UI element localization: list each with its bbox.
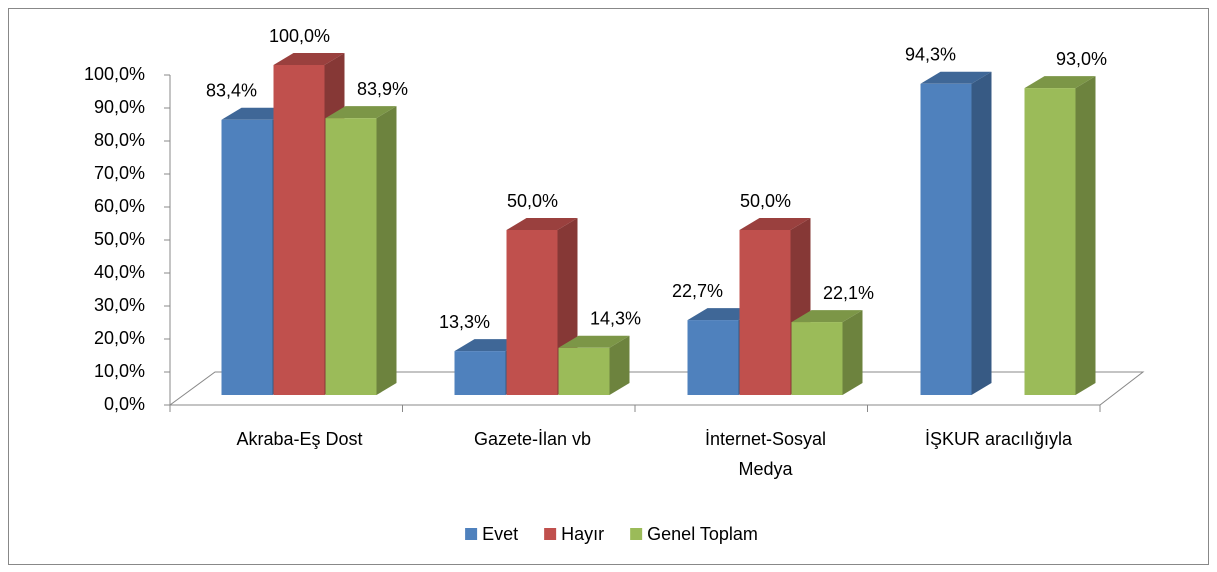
legend-label: Genel Toplam	[647, 524, 758, 544]
bar-top	[739, 218, 811, 230]
bar-top	[920, 71, 992, 84]
bar	[1024, 88, 1076, 395]
data-label: 22,1%	[823, 283, 874, 303]
data-label: 93,0%	[1056, 49, 1107, 69]
x-tick-label: İnternet-Sosyal Medya	[705, 429, 826, 479]
y-tick-label: 70,0%	[94, 163, 145, 183]
bar	[558, 347, 610, 395]
chart-border	[8, 8, 1209, 565]
bar-side	[609, 335, 630, 395]
x-tick-label: Akraba-Eş Dost	[236, 429, 362, 449]
legend-label: Hayır	[561, 524, 604, 544]
data-label: 13,3%	[439, 312, 490, 332]
bar	[506, 230, 558, 395]
x-tick-label: İŞKUR aracılığıyla	[925, 429, 1073, 449]
bar-side	[971, 71, 992, 395]
data-label: 50,0%	[740, 191, 791, 211]
bar	[739, 230, 791, 395]
y-tick-label: 10,0%	[94, 361, 145, 381]
bar-side	[376, 106, 397, 395]
y-tick-label: 30,0%	[94, 295, 145, 315]
legend-label: Evet	[482, 524, 518, 544]
bar	[920, 83, 972, 395]
data-label: 22,7%	[672, 281, 723, 301]
y-tick-label: 60,0%	[94, 196, 145, 216]
y-tick-label: 80,0%	[94, 130, 145, 150]
bar	[454, 351, 506, 395]
bar	[791, 322, 843, 395]
bar	[273, 65, 325, 395]
data-label: 83,4%	[206, 81, 257, 101]
legend-swatch	[630, 528, 643, 540]
bar-side	[1075, 76, 1096, 395]
y-tick-label: 40,0%	[94, 262, 145, 282]
bar	[221, 119, 273, 395]
bar-top	[506, 218, 578, 230]
bar-top	[791, 310, 863, 323]
bar-top	[325, 106, 397, 119]
legend-swatch	[544, 528, 557, 540]
y-tick-label: 100,0%	[84, 64, 145, 84]
y-tick-label: 20,0%	[94, 328, 145, 348]
bar-top	[1024, 76, 1096, 89]
y-tick-label: 50,0%	[94, 229, 145, 249]
data-label: 100,0%	[269, 26, 330, 46]
bar	[687, 320, 739, 395]
bar-top	[273, 53, 345, 65]
data-label: 50,0%	[507, 191, 558, 211]
floor	[168, 371, 1145, 406]
data-label: 94,3%	[905, 45, 956, 65]
legend-swatch	[465, 528, 478, 540]
data-label: 14,3%	[590, 309, 641, 329]
bar	[325, 118, 377, 395]
x-tick-label: Gazete-İlan vb	[474, 429, 591, 449]
data-label: 83,9%	[357, 79, 408, 99]
bar-side	[842, 310, 863, 395]
y-tick-label: 0,0%	[104, 394, 145, 414]
y-tick-label: 90,0%	[94, 97, 145, 117]
bar-top	[558, 335, 630, 348]
